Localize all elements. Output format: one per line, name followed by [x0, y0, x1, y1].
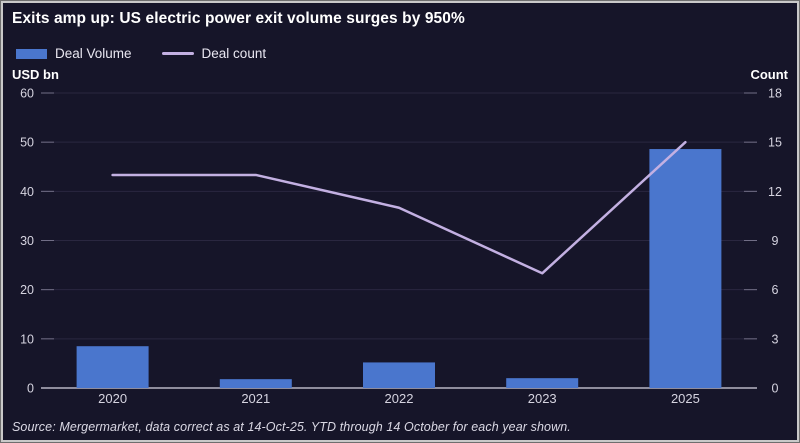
chart-legend: Deal Volume Deal count	[16, 46, 266, 61]
right-axis-title: Count	[750, 67, 788, 82]
right-axis-tick-label: 0	[772, 382, 779, 396]
left-axis-tick-label: 30	[20, 234, 34, 248]
x-axis-label: 2025	[671, 391, 700, 406]
right-axis-tick-label: 6	[772, 283, 779, 297]
bar-2025	[649, 149, 722, 388]
right-axis-tick-label: 18	[768, 87, 782, 101]
bar-2021	[219, 379, 292, 388]
left-axis-title: USD bn	[12, 67, 59, 82]
legend-item-deal-count: Deal count	[161, 46, 267, 61]
line-swatch-icon	[161, 52, 194, 55]
left-axis-tick-label: 0	[27, 382, 34, 396]
bar-swatch-icon	[16, 48, 47, 59]
chart-title: Exits amp up: US electric power exit vol…	[12, 10, 465, 27]
bar-2020	[76, 346, 149, 388]
left-axis-tick-label: 60	[20, 87, 34, 101]
legend-label-deal-count: Deal count	[201, 46, 267, 61]
right-axis-tick-label: 15	[768, 136, 782, 150]
chart-plot: 0 0 10 3 20 6 30 9 40 12 50 15 60 18 2020 2021 2022 2023 2…	[20, 87, 782, 407]
deal-count-line	[111, 140, 687, 275]
left-axis-tick-label: 20	[20, 283, 34, 297]
legend-item-deal-volume: Deal Volume	[16, 46, 132, 61]
bar-2023	[506, 378, 579, 388]
right-axis-tick-label: 12	[768, 185, 782, 199]
x-axis-label: 2020	[98, 391, 127, 406]
x-axis-label: 2021	[241, 391, 270, 406]
chart-card: Exits amp up: US electric power exit vol…	[3, 3, 797, 440]
legend-label-deal-volume: Deal Volume	[55, 46, 132, 61]
source-note: Source: Mergermarket, data correct as at…	[12, 420, 571, 434]
x-axis-label: 2022	[385, 391, 414, 406]
left-axis-tick-label: 10	[20, 332, 34, 346]
bar-2022	[363, 362, 435, 388]
left-axis-tick-label: 40	[20, 185, 34, 199]
x-axis-label: 2023	[528, 391, 557, 406]
left-axis-tick-label: 50	[20, 136, 34, 150]
right-axis-tick-label: 9	[772, 234, 779, 248]
right-axis-tick-label: 3	[772, 332, 779, 346]
